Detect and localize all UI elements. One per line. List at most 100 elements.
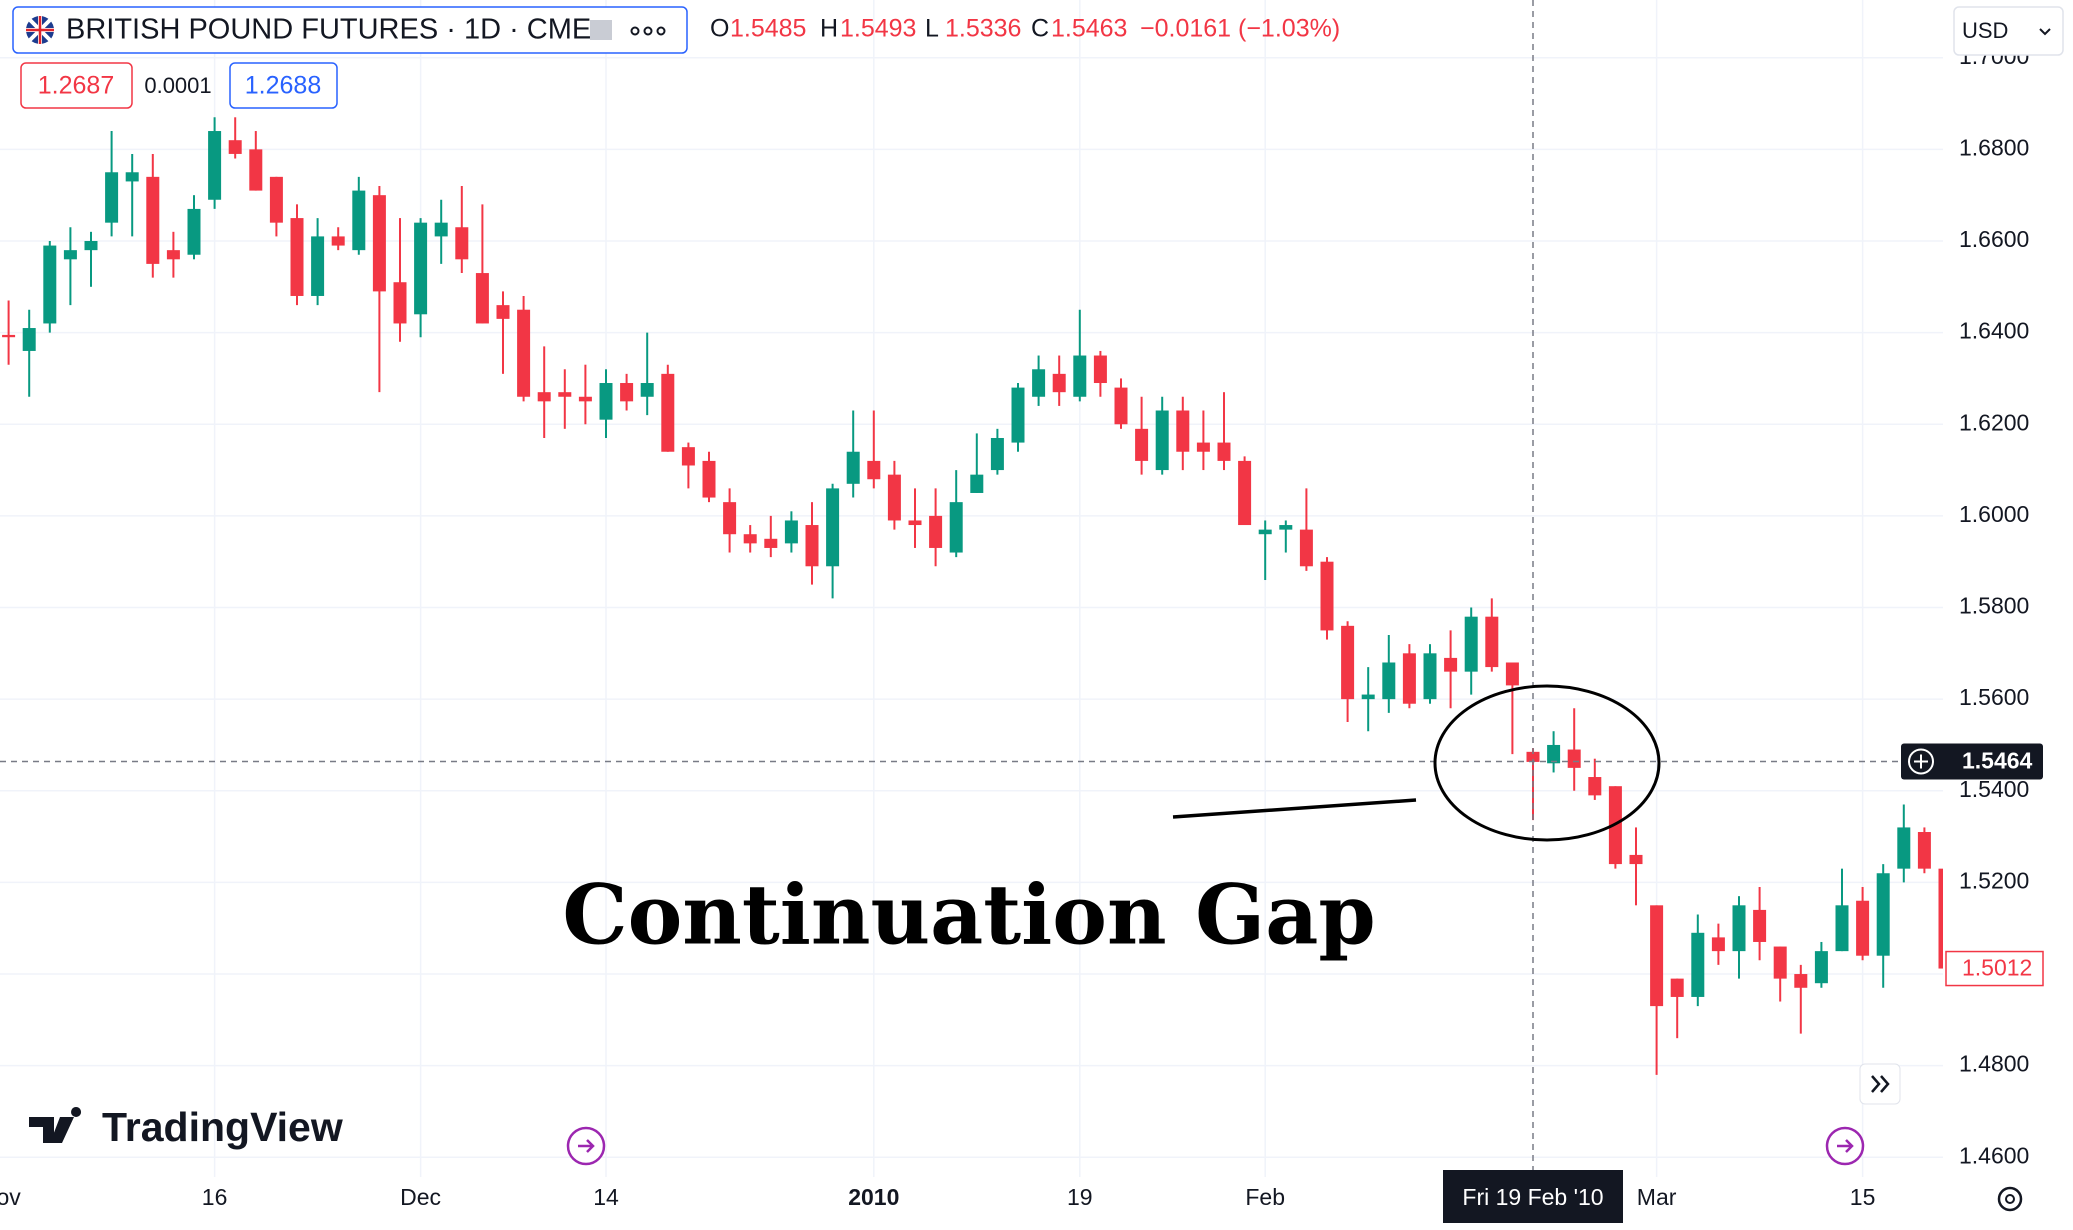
symbol-box[interactable] — [12, 6, 688, 54]
candle-body — [1238, 460, 1252, 526]
candle-body — [970, 474, 984, 493]
candle-body — [1258, 529, 1272, 535]
scroll-arrows — [1871, 1075, 1890, 1093]
candle-body — [290, 218, 304, 296]
candle-body — [1773, 946, 1787, 979]
candle-body — [125, 172, 139, 182]
x-tick-label: Dec — [400, 1184, 441, 1210]
settings-icon[interactable] — [1997, 1186, 2023, 1212]
candle-body — [908, 520, 922, 526]
x-tick-label: 16 — [202, 1184, 228, 1210]
gap-ellipse — [1433, 684, 1661, 842]
candle-body — [455, 227, 469, 260]
candle-body — [269, 176, 283, 223]
candle-body — [1732, 905, 1746, 952]
annotation: Continuation Gap — [562, 867, 1375, 963]
candle-body — [1526, 751, 1540, 762]
candle-body — [84, 240, 98, 251]
candle-body — [1794, 974, 1808, 988]
candle-body — [372, 195, 386, 292]
x-tick-label: 15 — [1850, 1184, 1876, 1210]
ohlc-value: 1.5485 — [730, 15, 806, 43]
candle-body — [434, 222, 448, 237]
x-tick-label: ov — [0, 1184, 21, 1210]
bid: 1.2687 — [38, 72, 114, 100]
currency: USD — [1962, 18, 2008, 43]
y-tick-label: 1.6400 — [1959, 318, 2029, 344]
gap-pointer — [1172, 798, 1417, 819]
candle-body — [1650, 905, 1664, 1007]
candle-body — [1361, 694, 1375, 700]
candle-body — [846, 451, 860, 484]
candle-body — [681, 447, 695, 466]
brand: TradingView — [102, 1104, 343, 1150]
event-arrow — [578, 1139, 595, 1153]
candle-body — [1670, 978, 1684, 997]
candle-body — [1711, 937, 1725, 952]
candle-body — [929, 515, 943, 548]
grid — [0, 0, 1943, 1177]
candle-body — [1444, 657, 1458, 672]
candle-body — [702, 460, 716, 498]
candle-body — [1135, 428, 1149, 461]
candle-body — [393, 282, 407, 324]
candle-body — [640, 383, 654, 397]
candle-body — [63, 250, 77, 260]
y-tick-label: 1.4600 — [1959, 1142, 2029, 1168]
candle-body — [1753, 909, 1767, 942]
candle-body — [620, 383, 634, 402]
candle-body — [475, 273, 489, 324]
candle-body — [1464, 616, 1478, 672]
candle-body — [578, 396, 592, 402]
add-alert-plus — [1914, 754, 1928, 769]
candle-body — [43, 245, 57, 324]
event-arrow — [1837, 1139, 1854, 1153]
ask-box[interactable] — [229, 62, 338, 109]
candle-body — [1279, 525, 1293, 530]
x-tick-label: 2010 — [848, 1184, 899, 1210]
candle-body — [249, 149, 263, 191]
menu-dot — [643, 26, 653, 36]
brand-logo — [29, 1107, 82, 1143]
y-tick-label: 1.6600 — [1959, 226, 2029, 252]
candle-body — [1073, 355, 1087, 397]
currency-box[interactable] — [1953, 6, 2064, 56]
x-tick-label: Mar — [1637, 1184, 1677, 1210]
ohlc-value: 1.5336 — [945, 15, 1021, 43]
candle-body — [208, 131, 222, 200]
candle-body — [826, 488, 840, 567]
candle-body — [1155, 410, 1169, 471]
candle-body — [146, 176, 160, 264]
candle-body — [105, 172, 119, 223]
candle-body — [1114, 387, 1128, 425]
y-tick-label: 1.5400 — [1959, 776, 2029, 802]
candle-body — [1691, 932, 1705, 997]
candle-body — [990, 437, 1004, 471]
candle-body — [187, 208, 201, 255]
candle-body — [1196, 442, 1210, 452]
candle-body — [1876, 873, 1890, 956]
candle-body — [661, 373, 675, 452]
menu-dot — [630, 26, 640, 36]
candle-body — [1588, 777, 1602, 796]
candle-body — [1505, 662, 1519, 686]
y-tick-label: 1.5200 — [1959, 867, 2029, 893]
flag-cross-red — [26, 16, 54, 44]
candle-body — [1423, 653, 1437, 700]
candle-body — [867, 460, 881, 480]
change: −0.0161 (−1.03%) — [1140, 15, 1340, 43]
candle-body — [723, 502, 737, 535]
bid-box[interactable] — [20, 62, 133, 109]
candle-body — [1320, 561, 1334, 631]
spread: 0.0001 — [144, 73, 211, 98]
candle-body — [166, 250, 180, 260]
candle-body — [1011, 387, 1025, 443]
crosshair-date-label: Fri 19 Feb '10 — [1462, 1184, 1603, 1210]
candle-body — [764, 538, 778, 548]
candle-body — [1093, 355, 1107, 384]
currency-caret — [2039, 28, 2051, 36]
candle-body — [743, 534, 757, 544]
x-tick-label: Feb — [1245, 1184, 1285, 1210]
